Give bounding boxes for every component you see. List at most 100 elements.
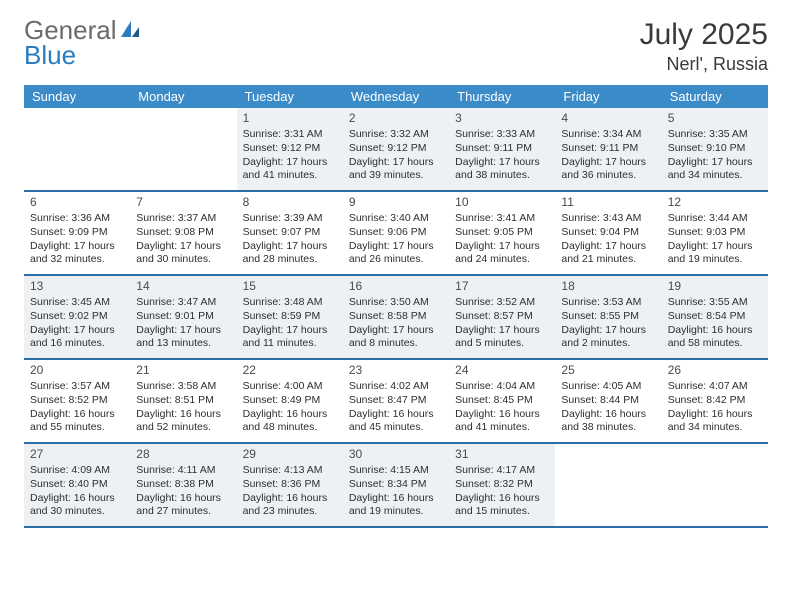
sunset-text: Sunset: 8:51 PM [136, 394, 230, 408]
day-number: 31 [455, 447, 549, 463]
sunrise-text: Sunrise: 4:17 AM [455, 464, 549, 478]
daylight-text: Daylight: 17 hours and 38 minutes. [455, 156, 549, 184]
sunset-text: Sunset: 8:55 PM [561, 310, 655, 324]
sunset-text: Sunset: 9:12 PM [243, 142, 337, 156]
day-cell: 19Sunrise: 3:55 AMSunset: 8:54 PMDayligh… [662, 276, 768, 358]
day-number: 8 [243, 195, 337, 211]
day-cell: 10Sunrise: 3:41 AMSunset: 9:05 PMDayligh… [449, 192, 555, 274]
daylight-text: Daylight: 17 hours and 32 minutes. [30, 240, 124, 268]
day-cell: 21Sunrise: 3:58 AMSunset: 8:51 PMDayligh… [130, 360, 236, 442]
sunset-text: Sunset: 8:59 PM [243, 310, 337, 324]
week-row: 27Sunrise: 4:09 AMSunset: 8:40 PMDayligh… [24, 444, 768, 528]
sunrise-text: Sunrise: 3:31 AM [243, 128, 337, 142]
day-number: 13 [30, 279, 124, 295]
sunset-text: Sunset: 9:09 PM [30, 226, 124, 240]
sunset-text: Sunset: 8:32 PM [455, 478, 549, 492]
sunrise-text: Sunrise: 3:47 AM [136, 296, 230, 310]
sunset-text: Sunset: 8:57 PM [455, 310, 549, 324]
day-cell [24, 108, 130, 190]
day-cell [555, 444, 661, 526]
day-cell: 15Sunrise: 3:48 AMSunset: 8:59 PMDayligh… [237, 276, 343, 358]
sunrise-text: Sunrise: 3:55 AM [668, 296, 762, 310]
sunset-text: Sunset: 8:40 PM [30, 478, 124, 492]
sunrise-text: Sunrise: 3:35 AM [668, 128, 762, 142]
sunrise-text: Sunrise: 3:52 AM [455, 296, 549, 310]
logo-sail-icon [119, 18, 141, 43]
daylight-text: Daylight: 17 hours and 24 minutes. [455, 240, 549, 268]
day-cell: 8Sunrise: 3:39 AMSunset: 9:07 PMDaylight… [237, 192, 343, 274]
day-header-row: Sunday Monday Tuesday Wednesday Thursday… [24, 85, 768, 108]
day-number: 28 [136, 447, 230, 463]
day-cell: 2Sunrise: 3:32 AMSunset: 9:12 PMDaylight… [343, 108, 449, 190]
day-number: 30 [349, 447, 443, 463]
day-number: 19 [668, 279, 762, 295]
sunset-text: Sunset: 9:12 PM [349, 142, 443, 156]
daylight-text: Daylight: 16 hours and 15 minutes. [455, 492, 549, 520]
day-number: 18 [561, 279, 655, 295]
day-cell: 13Sunrise: 3:45 AMSunset: 9:02 PMDayligh… [24, 276, 130, 358]
daylight-text: Daylight: 16 hours and 30 minutes. [30, 492, 124, 520]
day-cell [662, 444, 768, 526]
daylight-text: Daylight: 17 hours and 16 minutes. [30, 324, 124, 352]
sunrise-text: Sunrise: 3:43 AM [561, 212, 655, 226]
week-row: 1Sunrise: 3:31 AMSunset: 9:12 PMDaylight… [24, 108, 768, 192]
sunrise-text: Sunrise: 4:13 AM [243, 464, 337, 478]
sunset-text: Sunset: 8:49 PM [243, 394, 337, 408]
daylight-text: Daylight: 17 hours and 36 minutes. [561, 156, 655, 184]
day-cell: 24Sunrise: 4:04 AMSunset: 8:45 PMDayligh… [449, 360, 555, 442]
sunrise-text: Sunrise: 4:04 AM [455, 380, 549, 394]
sunrise-text: Sunrise: 4:09 AM [30, 464, 124, 478]
logo-text-blue: Blue [24, 43, 143, 68]
sunset-text: Sunset: 9:11 PM [561, 142, 655, 156]
sunrise-text: Sunrise: 4:05 AM [561, 380, 655, 394]
day-number: 16 [349, 279, 443, 295]
sunrise-text: Sunrise: 3:40 AM [349, 212, 443, 226]
day-cell: 22Sunrise: 4:00 AMSunset: 8:49 PMDayligh… [237, 360, 343, 442]
daylight-text: Daylight: 17 hours and 26 minutes. [349, 240, 443, 268]
sunset-text: Sunset: 9:10 PM [668, 142, 762, 156]
sunrise-text: Sunrise: 4:11 AM [136, 464, 230, 478]
sunrise-text: Sunrise: 3:58 AM [136, 380, 230, 394]
daylight-text: Daylight: 17 hours and 13 minutes. [136, 324, 230, 352]
day-number: 25 [561, 363, 655, 379]
day-number: 1 [243, 111, 337, 127]
day-number: 7 [136, 195, 230, 211]
daylight-text: Daylight: 16 hours and 45 minutes. [349, 408, 443, 436]
daylight-text: Daylight: 16 hours and 19 minutes. [349, 492, 443, 520]
sunset-text: Sunset: 8:42 PM [668, 394, 762, 408]
sunset-text: Sunset: 8:44 PM [561, 394, 655, 408]
sunrise-text: Sunrise: 3:39 AM [243, 212, 337, 226]
day-number: 29 [243, 447, 337, 463]
day-number: 10 [455, 195, 549, 211]
weeks-container: 1Sunrise: 3:31 AMSunset: 9:12 PMDaylight… [24, 108, 768, 528]
daylight-text: Daylight: 16 hours and 52 minutes. [136, 408, 230, 436]
sunrise-text: Sunrise: 3:32 AM [349, 128, 443, 142]
sunset-text: Sunset: 8:47 PM [349, 394, 443, 408]
day-cell: 30Sunrise: 4:15 AMSunset: 8:34 PMDayligh… [343, 444, 449, 526]
day-cell: 20Sunrise: 3:57 AMSunset: 8:52 PMDayligh… [24, 360, 130, 442]
day-number: 15 [243, 279, 337, 295]
day-cell: 25Sunrise: 4:05 AMSunset: 8:44 PMDayligh… [555, 360, 661, 442]
day-cell: 18Sunrise: 3:53 AMSunset: 8:55 PMDayligh… [555, 276, 661, 358]
sunrise-text: Sunrise: 3:33 AM [455, 128, 549, 142]
title-block: July 2025 Nerl', Russia [640, 18, 768, 75]
day-number: 17 [455, 279, 549, 295]
sunrise-text: Sunrise: 4:00 AM [243, 380, 337, 394]
sunrise-text: Sunrise: 3:41 AM [455, 212, 549, 226]
day-header: Saturday [662, 85, 768, 108]
sunset-text: Sunset: 9:07 PM [243, 226, 337, 240]
day-number: 24 [455, 363, 549, 379]
day-cell: 1Sunrise: 3:31 AMSunset: 9:12 PMDaylight… [237, 108, 343, 190]
sunrise-text: Sunrise: 3:45 AM [30, 296, 124, 310]
sunset-text: Sunset: 8:38 PM [136, 478, 230, 492]
day-number: 9 [349, 195, 443, 211]
day-header: Friday [555, 85, 661, 108]
daylight-text: Daylight: 17 hours and 21 minutes. [561, 240, 655, 268]
day-cell: 16Sunrise: 3:50 AMSunset: 8:58 PMDayligh… [343, 276, 449, 358]
day-cell: 27Sunrise: 4:09 AMSunset: 8:40 PMDayligh… [24, 444, 130, 526]
day-number: 12 [668, 195, 762, 211]
daylight-text: Daylight: 16 hours and 34 minutes. [668, 408, 762, 436]
daylight-text: Daylight: 16 hours and 58 minutes. [668, 324, 762, 352]
day-cell: 11Sunrise: 3:43 AMSunset: 9:04 PMDayligh… [555, 192, 661, 274]
day-cell: 9Sunrise: 3:40 AMSunset: 9:06 PMDaylight… [343, 192, 449, 274]
